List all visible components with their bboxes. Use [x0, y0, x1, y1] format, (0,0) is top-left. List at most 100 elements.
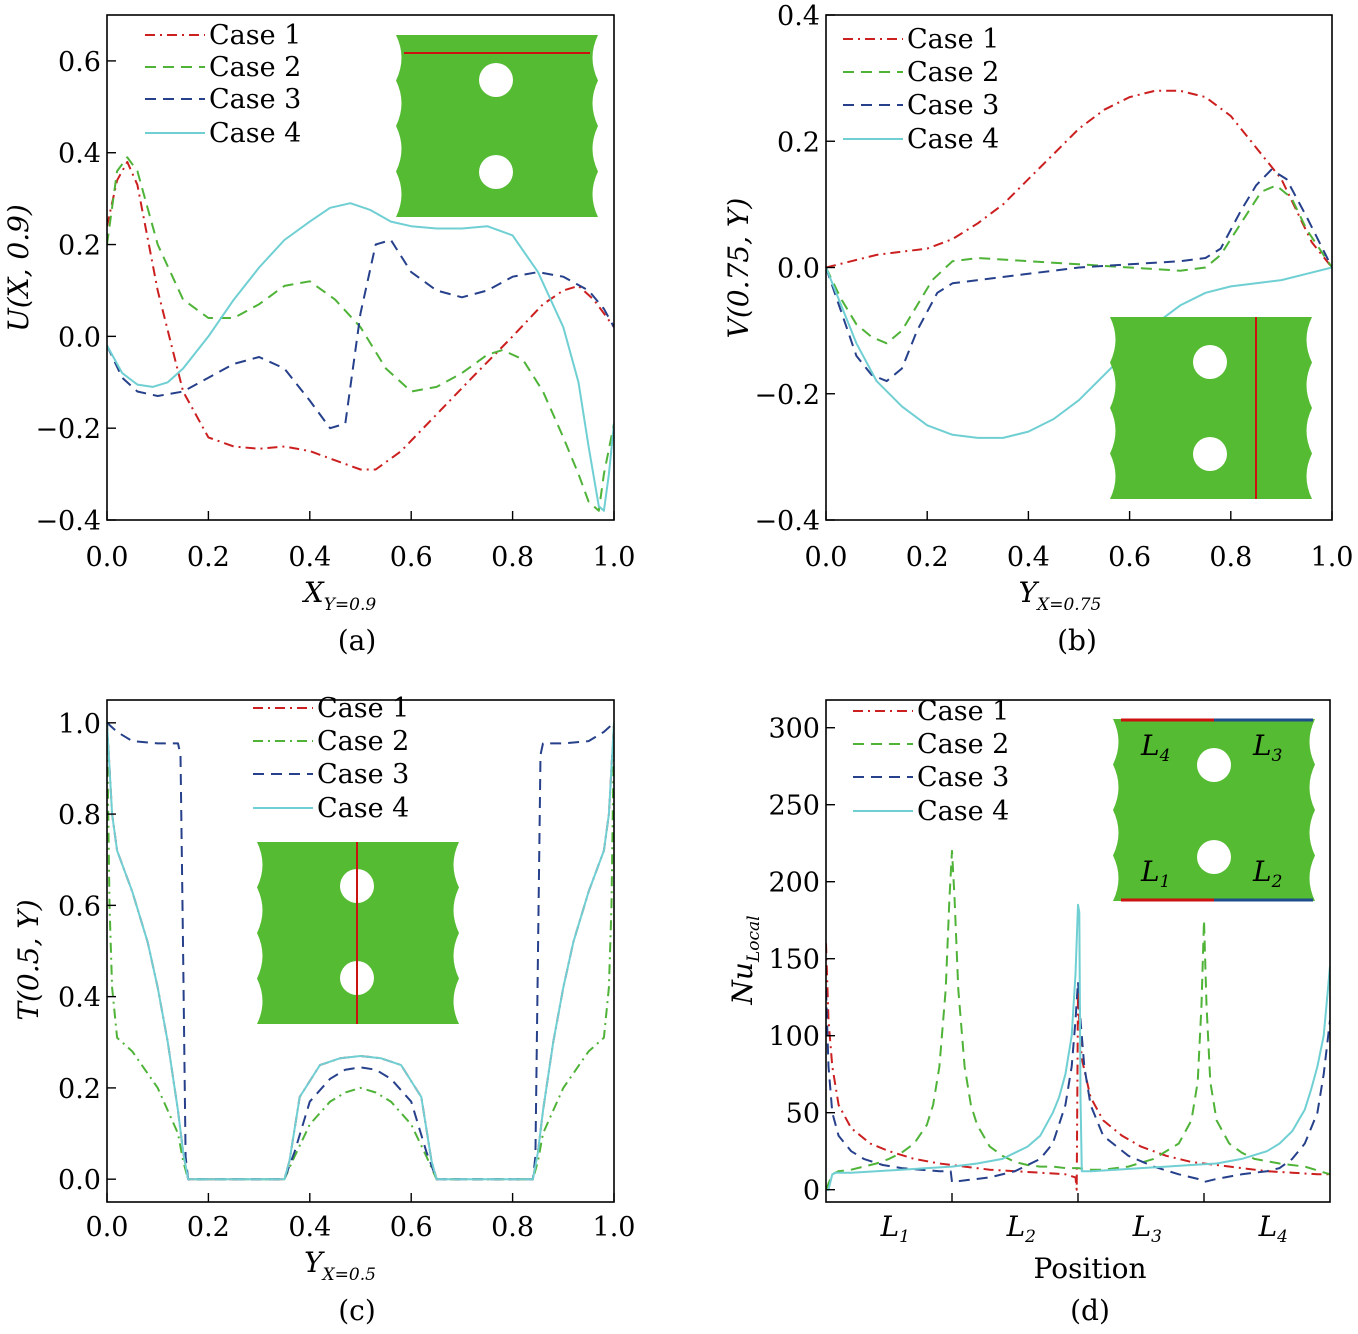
series-group — [826, 849, 1330, 1191]
series-line-case-2 — [826, 849, 1330, 1191]
legend-label-case-1: Case 1 — [317, 693, 409, 724]
inset-label-L3: L3 — [1252, 729, 1282, 766]
inset-cylinder-1 — [1197, 748, 1231, 782]
y-axis-label: U(X, 0.9) — [2, 204, 35, 332]
y-tick-label: 300 — [768, 714, 820, 745]
y-axis-label: T(0.5, Y) — [12, 899, 45, 1020]
legend-label-case-3: Case 3 — [209, 84, 301, 115]
plot-frame — [106, 14, 615, 521]
legend-label-case-1: Case 1 — [209, 20, 301, 51]
legend-label-case-2: Case 2 — [317, 726, 409, 757]
series-group — [107, 722, 614, 1181]
y-tick-label: 0.6 — [58, 47, 101, 78]
series-line-case-4 — [107, 722, 614, 1181]
y-tick-label: 100 — [768, 1022, 820, 1053]
x-tick-label: 0.6 — [1108, 542, 1151, 573]
y-tick-label: 0.4 — [777, 1, 820, 32]
series-line-case-3 — [826, 980, 1330, 1183]
y-tick-label: −0.4 — [35, 506, 101, 537]
y-tick-label: 50 — [786, 1099, 820, 1130]
y-tick-label: 250 — [768, 791, 820, 822]
x-tick-label: 1.0 — [593, 542, 636, 573]
x-tick-label: 0.0 — [805, 542, 848, 573]
legend-label-case-2: Case 2 — [209, 52, 301, 83]
x-tick-label: 0.0 — [86, 1212, 129, 1243]
inset-cylinder-2 — [1197, 840, 1231, 874]
y-tick-label: 0.8 — [58, 800, 101, 831]
x-tick-label: 1.0 — [593, 1212, 636, 1243]
inset-schematic: L4 L3 L1 L2 — [1113, 718, 1315, 902]
y-tick-label: 0.6 — [58, 891, 101, 922]
panel-caption: (d) — [1070, 1294, 1110, 1327]
y-tick-label: 0.2 — [777, 127, 820, 158]
inset-domain — [1113, 719, 1315, 901]
x-tick-label: 0.4 — [288, 1212, 331, 1243]
series-line-case-4 — [826, 903, 1330, 1191]
inset-domain — [396, 35, 598, 217]
x-tick-label: L1 — [880, 1210, 910, 1247]
chart-panel-b: 0.0 0.2 0.4 0.6 0.8 1.0 −0.4 −0.2 0.0 0.2 0.4 V(0.7… — [722, 1, 1353, 657]
series-group — [826, 89, 1332, 439]
y-tick-label: −0.2 — [754, 380, 820, 411]
inset-label-L1: L1 — [1140, 855, 1170, 892]
y-tick-label: 0 — [803, 1176, 820, 1207]
inset-label-L2: L2 — [1252, 855, 1282, 892]
legend-label-case-4: Case 4 — [917, 796, 1009, 827]
y-axis-label: V(0.75, Y) — [722, 198, 755, 339]
panel-caption: (c) — [338, 1294, 376, 1327]
y-tick-label: 0.0 — [777, 254, 820, 285]
x-tick-label: 0.8 — [491, 1212, 534, 1243]
x-tick-label: 0.8 — [491, 542, 534, 573]
x-tick-label: 0.6 — [390, 1212, 433, 1243]
x-tick-label: 1.0 — [1311, 542, 1354, 573]
legend-label-case-1: Case 1 — [907, 24, 999, 55]
y-tick-label: 0.2 — [58, 1074, 101, 1105]
inset-schematic — [257, 842, 459, 1024]
legend-label-case-4: Case 4 — [317, 793, 409, 824]
x-tick-label: 0.2 — [187, 1212, 230, 1243]
legend-label-case-3: Case 3 — [317, 759, 409, 790]
inset-cylinder-1 — [1193, 345, 1227, 379]
y-tick-label: 0.0 — [58, 1165, 101, 1196]
x-axis-label: Position — [1034, 1252, 1147, 1285]
x-tick-label: 0.6 — [390, 542, 433, 573]
y-tick-label: 150 — [768, 945, 820, 976]
y-axis-label: NuLocal — [726, 915, 764, 1005]
legend-label-case-1: Case 1 — [917, 696, 1009, 727]
y-tick-label: 0.4 — [58, 983, 101, 1014]
y-tick-label: −0.2 — [35, 414, 101, 445]
series-line-case-4 — [826, 266, 1332, 439]
x-tick-label: L4 — [1258, 1210, 1288, 1247]
y-tick-label: 0.2 — [58, 231, 101, 262]
series-line-case-1 — [826, 943, 1330, 1191]
inset-schematic — [1110, 317, 1312, 499]
x-tick-label: 0.2 — [187, 542, 230, 573]
chart-panel-a: 0.0 0.2 0.4 0.6 0.8 1.0 −0.4 −0.2 0.0 0.2 0.4 0.6 U(… — [2, 14, 636, 657]
x-tick-label: L3 — [1132, 1210, 1162, 1247]
x-tick-label: 0.0 — [86, 542, 129, 573]
series-line-case-4 — [107, 202, 614, 512]
legend-label-case-4: Case 4 — [907, 124, 999, 155]
x-tick-label: 0.4 — [1007, 542, 1050, 573]
x-tick-label: 0.4 — [288, 542, 331, 573]
series-line-case-2 — [826, 184, 1332, 345]
inset-schematic — [396, 35, 598, 217]
inset-cylinder-2 — [1193, 437, 1227, 471]
y-tick-label: 0.4 — [58, 139, 101, 170]
series-line-case-3 — [107, 239, 614, 430]
legend-label-case-3: Case 3 — [907, 90, 999, 121]
legend-label-case-2: Case 2 — [907, 57, 999, 88]
x-tick-label: L2 — [1006, 1210, 1036, 1247]
panel-caption: (b) — [1057, 624, 1097, 657]
inset-cylinder-2 — [479, 155, 513, 189]
legend-label-case-2: Case 2 — [917, 729, 1009, 760]
x-tick-label: 0.8 — [1209, 542, 1252, 573]
x-tick-label: 0.2 — [906, 542, 949, 573]
inset-domain — [1110, 317, 1312, 499]
y-tick-label: 200 — [768, 868, 820, 899]
x-axis-label: YX=0.5 — [304, 1246, 376, 1285]
